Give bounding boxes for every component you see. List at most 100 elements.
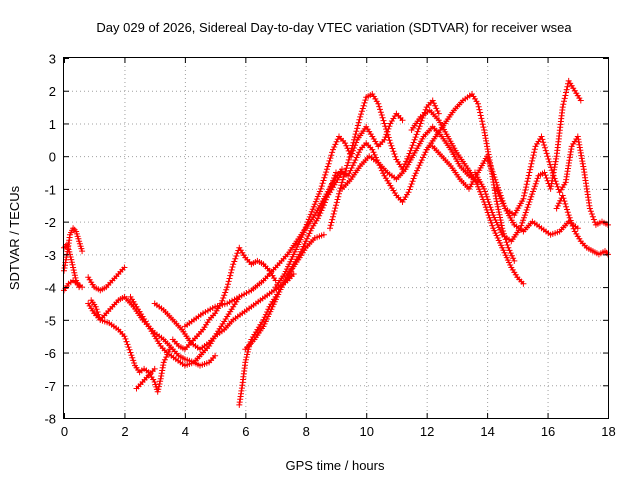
data-point-marker [333,138,340,145]
data-point-marker [385,134,392,141]
data-point-marker [358,111,364,118]
data-point-marker [417,159,424,166]
data-point-marker [407,183,414,190]
data-point-marker [233,253,240,259]
data-point-marker [414,128,421,135]
data-point-marker [358,108,365,115]
data-point-marker [549,170,556,176]
data-point-marker [94,309,101,315]
data-point-marker [406,186,413,193]
data-point-marker [475,103,482,110]
data-point-marker [349,142,356,149]
data-point-marker [508,252,515,259]
plot-frame [63,57,609,419]
data-point-marker [482,188,488,195]
data-point-marker [545,156,552,162]
data-point-marker [79,248,86,255]
series-track-3 [61,241,83,291]
data-point-marker [532,180,539,187]
data-point-marker [523,206,530,213]
data-point-marker [521,189,528,196]
data-point-marker [230,261,237,268]
y-tick-label: 1 [49,117,56,132]
data-point-marker [327,225,333,232]
data-point-marker [307,227,314,234]
data-point-marker [586,205,593,212]
series-track-19 [423,91,518,264]
data-point-marker [370,149,377,156]
x-tick-label: 10 [359,424,373,439]
data-point-marker [411,172,418,179]
data-point-marker [527,166,534,173]
data-point-marker [377,109,384,116]
data-point-marker [386,137,393,144]
data-point-marker [69,261,76,268]
data-point-marker [224,284,231,291]
data-point-marker [518,222,525,229]
data-point-marker [348,145,355,152]
data-point-marker [225,278,232,285]
data-point-marker [484,153,491,160]
data-point-marker [330,146,336,153]
series-trace [135,368,156,390]
data-point-marker [345,156,352,163]
data-point-marker [541,169,548,176]
data-point-marker [243,354,250,361]
data-point-marker [553,205,560,212]
data-point-marker [551,175,558,182]
data-point-marker [353,128,360,135]
data-point-marker [128,352,135,359]
data-point-marker [354,122,361,129]
data-point-marker [316,209,323,216]
data-point-marker [339,176,346,183]
data-point-marker [350,139,357,146]
data-point-marker [242,356,249,363]
y-tick-label: -3 [44,248,56,263]
data-point-marker [561,198,568,205]
data-point-marker [588,211,595,217]
data-point-marker [530,188,536,195]
data-point-marker [317,206,324,213]
x-tick-label: 14 [480,424,494,439]
data-point-marker [435,110,442,117]
data-point-marker [413,131,420,138]
data-point-marker [359,105,366,112]
data-point-marker [92,303,99,310]
data-point-marker [351,159,358,166]
data-point-marker [485,155,491,162]
data-point-marker [484,196,491,203]
data-point-marker [127,349,134,356]
data-point-marker [521,212,528,219]
data-point-marker [433,105,440,112]
data-point-marker [520,195,527,202]
data-point-marker [494,203,501,210]
data-point-marker [354,151,361,158]
data-point-marker [411,136,418,143]
data-point-marker [302,224,309,231]
data-point-marker [562,92,569,99]
data-point-marker [332,141,339,148]
data-point-marker [412,170,419,177]
data-point-marker [131,360,138,366]
data-point-marker [314,212,321,219]
data-point-marker [531,149,538,156]
data-point-marker [493,179,500,186]
data-point-marker [121,264,128,271]
data-point-marker [124,341,131,348]
data-point-marker [67,254,74,260]
data-point-marker [482,191,489,198]
data-point-marker [408,145,415,151]
data-point-marker [333,169,339,176]
data-point-marker [479,118,486,125]
data-point-marker [354,125,361,132]
data-point-marker [542,172,549,179]
data-point-marker [327,222,334,229]
data-point-marker [409,178,416,185]
data-point-marker [346,170,353,177]
data-point-marker [309,206,316,213]
data-point-marker [70,267,77,274]
data-point-marker [547,161,554,168]
data-point-marker [371,151,378,158]
data-point-marker [342,168,349,175]
